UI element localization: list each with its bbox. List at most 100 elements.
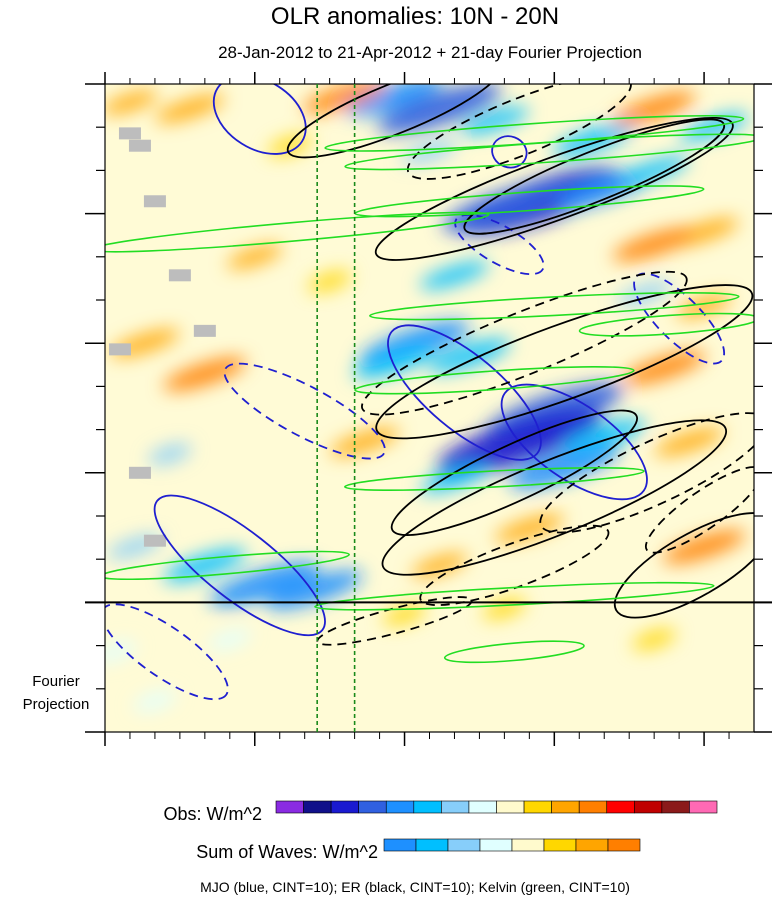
missing-data-box <box>128 466 151 479</box>
kelvin-contour <box>105 211 490 253</box>
anomaly-blob <box>654 428 724 456</box>
er-contour <box>381 419 728 576</box>
obs-swatch <box>413 800 442 814</box>
er-contour <box>375 284 754 440</box>
anomaly-blob <box>105 641 137 663</box>
missing-data-box <box>168 269 191 282</box>
anomaly-blob <box>105 90 158 115</box>
obs-swatch <box>523 800 552 814</box>
anomaly-blob <box>411 553 467 578</box>
missing-data-box <box>118 127 141 140</box>
anomaly-blob <box>632 629 676 650</box>
obs-swatch <box>496 800 525 814</box>
er-contour <box>406 84 632 180</box>
waves-swatch <box>383 838 417 852</box>
missing-data-box <box>143 534 166 547</box>
obs-swatch <box>358 800 387 814</box>
anomaly-blob <box>163 357 247 391</box>
kelvin-contour <box>369 291 740 321</box>
missing-data-box <box>143 195 166 208</box>
anomaly-blob <box>619 156 689 185</box>
kelvin-contour <box>354 365 635 395</box>
er-contour <box>390 409 638 536</box>
axes <box>85 72 772 746</box>
anomaly-blob <box>268 135 312 157</box>
waves-swatch <box>447 838 481 852</box>
anomaly-blob <box>227 245 283 269</box>
anomaly-blob <box>612 227 696 262</box>
obs-swatch <box>385 800 415 814</box>
waves-legend-label: Sum of Waves: W/m^2 <box>196 842 378 862</box>
anomaly-blob <box>676 294 732 318</box>
anomaly-blob <box>428 338 511 373</box>
contour-note: MJO (blue, CINT=10); ER (black, CINT=10)… <box>200 879 630 895</box>
anomaly-blob <box>662 530 746 564</box>
obs-swatch <box>578 800 608 814</box>
anomaly-blob <box>563 419 646 453</box>
kelvin-contour <box>578 312 754 337</box>
anomaly-blob <box>346 84 443 116</box>
anomaly-blob <box>509 444 620 489</box>
reference-lines <box>316 84 356 732</box>
waves-swatch <box>511 838 545 852</box>
anomaly-blob <box>266 570 363 610</box>
er-contour <box>286 84 503 159</box>
missing-data-box <box>193 324 216 337</box>
obs-swatch <box>551 800 580 814</box>
missing-data-box <box>128 139 151 152</box>
missing-data-box <box>108 343 131 356</box>
obs-swatch <box>330 800 359 814</box>
anomaly-blob <box>377 84 502 134</box>
kelvin-contour <box>314 581 715 611</box>
projection-label-line2: Projection <box>23 696 90 713</box>
plot-area <box>105 84 754 732</box>
obs-swatch <box>634 800 663 814</box>
anomaly-blob <box>482 598 526 619</box>
obs-swatch <box>468 800 497 814</box>
kelvin-contour <box>344 466 645 491</box>
mjo-contour <box>153 494 326 637</box>
anomaly-blob <box>209 561 320 607</box>
obs-swatch <box>303 800 332 814</box>
mjo-contour <box>212 84 307 155</box>
waves-swatch <box>607 838 641 852</box>
er-contour <box>644 466 754 554</box>
kelvin-contour <box>443 640 585 664</box>
anomaly-blob <box>308 271 352 292</box>
mjo-contour <box>500 383 648 501</box>
missing-data-layer <box>108 127 216 547</box>
anomaly-blob <box>622 351 706 385</box>
mjo-contour <box>223 362 386 460</box>
waves-swatch <box>543 838 577 852</box>
anomaly-blob <box>303 84 386 114</box>
waves-swatch <box>415 838 449 852</box>
anomaly-blob <box>495 514 564 543</box>
obs-swatch <box>689 800 718 814</box>
projection-label-line1: Fourier <box>32 673 80 690</box>
obs-swatch <box>661 800 690 814</box>
obs-swatch <box>275 800 304 814</box>
obs-legend-label: Obs: W/m^2 <box>164 804 262 824</box>
obs-swatch <box>606 800 635 814</box>
kelvin-contour <box>344 133 754 171</box>
anomaly-blob <box>353 345 436 379</box>
waves-swatch <box>575 838 609 852</box>
mjo-contour <box>105 603 229 701</box>
kelvin-contour <box>105 550 350 581</box>
waves-swatch <box>479 838 513 852</box>
waves-colorbar <box>383 838 641 852</box>
anomaly-field <box>105 84 749 712</box>
er-contour <box>374 116 734 261</box>
er-contour <box>419 524 610 606</box>
mjo-contour <box>454 213 545 276</box>
chart-subtitle: 28-Jan-2012 to 21-Apr-2012 + 21-day Four… <box>218 43 642 62</box>
anomaly-blob <box>148 443 192 465</box>
obs-colorbar <box>275 800 718 814</box>
er-contour <box>613 512 754 619</box>
chart-title: OLR anomalies: 10N - 20N <box>271 3 559 30</box>
mjo-contour <box>387 324 542 461</box>
wave-contours <box>105 84 754 701</box>
obs-swatch <box>441 800 470 814</box>
anomaly-blob <box>420 261 489 290</box>
